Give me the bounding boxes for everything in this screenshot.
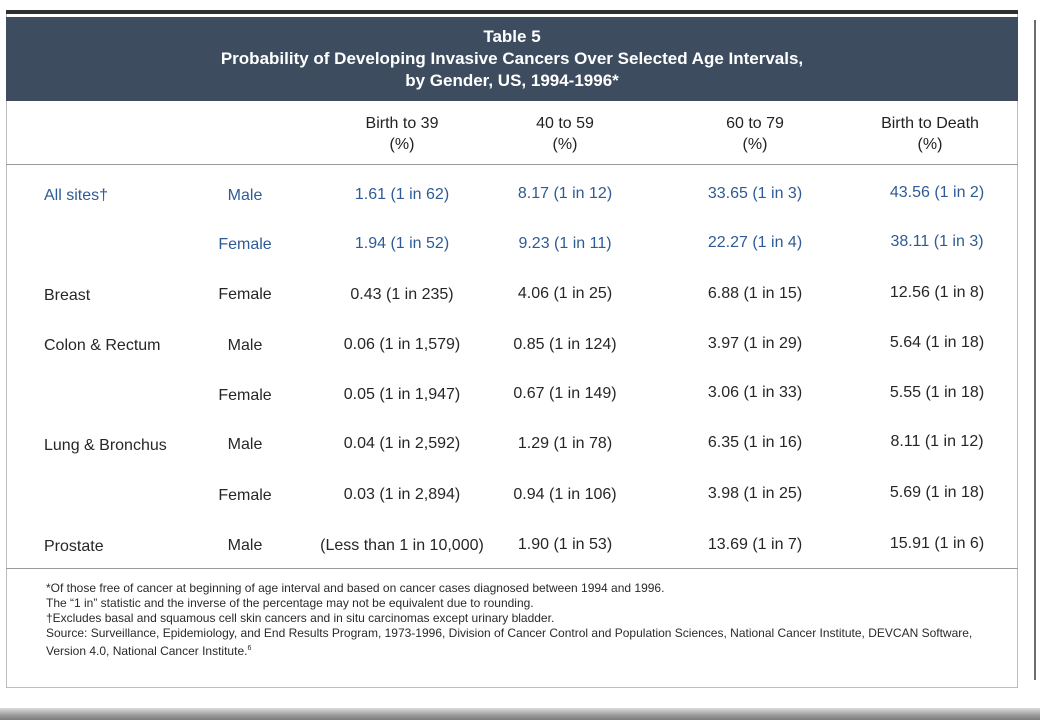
table-cell: 0.43 (1 in 235) [350, 286, 454, 303]
column-header-label: Birth to Death [881, 115, 979, 132]
table-cell: 0.05 (1 in 1,947) [343, 386, 461, 403]
top-rule [6, 10, 1018, 14]
table-frame [6, 14, 1018, 688]
table-cell: 4.06 (1 in 25) [517, 285, 613, 302]
footnotes: *Of those free of cancer at beginning of… [46, 581, 1006, 659]
gender-label: Male [227, 436, 263, 453]
table-cell: 6.35 (1 in 16) [707, 434, 803, 451]
site-label: Prostate [44, 538, 104, 555]
column-header-60-to-79: 60 to 79 (%) [665, 113, 845, 155]
table-cell: 13.69 (1 in 7) [707, 536, 803, 553]
gender-label: Female [218, 387, 272, 404]
table-cell: 12.56 (1 in 8) [889, 284, 985, 301]
site-label: Breast [44, 287, 91, 304]
table-cell: 33.65 (1 in 3) [707, 185, 803, 202]
table-cell: (Less than 1 in 10,000) [320, 537, 484, 554]
footnote-reference-number: 6 [247, 645, 252, 652]
table-cell: 1.90 (1 in 53) [517, 536, 613, 553]
table-cell: 0.85 (1 in 124) [513, 336, 617, 353]
table-cell: 0.04 (1 in 2,592) [343, 435, 461, 452]
gender-label: Male [227, 537, 263, 554]
table-cell: 0.06 (1 in 1,579) [343, 336, 461, 353]
table-cell: 0.03 (1 in 2,894) [343, 486, 461, 503]
column-header-birth-to-39: Birth to 39 (%) [307, 113, 497, 155]
right-rule [1034, 20, 1036, 680]
site-label: Lung & Bronchus [44, 437, 167, 454]
gender-label: Male [227, 337, 263, 354]
footnote-rounding: The “1 in” statistic and the inverse of … [46, 596, 534, 610]
table-cell: 3.06 (1 in 33) [707, 384, 803, 401]
table-cell: 0.67 (1 in 149) [513, 385, 617, 402]
footnote-source-cont: Version 4.0, National Cancer Institute.6 [46, 641, 1006, 659]
column-header-40-to-59: 40 to 59 (%) [475, 113, 655, 155]
table-cell: 8.17 (1 in 12) [517, 185, 613, 202]
table-cell: 38.11 (1 in 3) [890, 233, 984, 250]
column-header-label: 40 to 59 [536, 115, 594, 132]
footer-divider [6, 568, 1018, 569]
table-cell: 22.27 (1 in 4) [707, 234, 803, 251]
table-cell: 3.97 (1 in 29) [707, 335, 803, 352]
header-divider [6, 164, 1018, 165]
table-cell: 15.91 (1 in 6) [889, 535, 985, 552]
site-label: Colon & Rectum [44, 337, 161, 354]
table-cell: 9.23 (1 in 11) [518, 235, 612, 252]
table-cell: 43.56 (1 in 2) [889, 184, 985, 201]
table-number: Table 5 [483, 27, 541, 46]
site-label: All sites† [44, 187, 109, 204]
footnote-dagger: †Excludes basal and squamous cell skin c… [46, 611, 555, 625]
column-header-label: 60 to 79 [726, 115, 784, 132]
footnote-source: Source: Surveillance, Epidemiology, and … [46, 626, 973, 640]
table-cell: 6.88 (1 in 15) [707, 285, 803, 302]
column-header-unit: (%) [917, 136, 943, 153]
table-title: Probability of Developing Invasive Cance… [220, 49, 804, 68]
table-cell: 8.11 (1 in 12) [890, 433, 984, 450]
table-cell: 1.94 (1 in 52) [354, 235, 450, 252]
table-cell: 1.29 (1 in 78) [517, 435, 613, 452]
table-cell: 1.61 (1 in 62) [354, 186, 450, 203]
gender-label: Male [227, 187, 263, 204]
table-cell: 3.98 (1 in 25) [707, 485, 803, 502]
column-header-birth-to-death: Birth to Death (%) [840, 113, 1020, 155]
table-cell: 5.64 (1 in 18) [889, 334, 985, 351]
gender-label: Female [218, 487, 272, 504]
column-header-unit: (%) [552, 136, 578, 153]
column-header-label: Birth to 39 [365, 115, 439, 132]
table-cell: 5.69 (1 in 18) [889, 484, 985, 501]
column-header-unit: (%) [389, 136, 415, 153]
column-header-unit: (%) [742, 136, 768, 153]
table-subtitle: by Gender, US, 1994-1996* [405, 71, 619, 90]
title-banner: Table 5 Probability of Developing Invasi… [6, 17, 1018, 101]
footnote-source-tail: Version 4.0, National Cancer Institute. [46, 644, 248, 658]
page-edge-shadow [0, 708, 1040, 720]
table-cell: 0.94 (1 in 106) [513, 486, 617, 503]
footnote-asterisk: *Of those free of cancer at beginning of… [46, 581, 665, 595]
gender-label: Female [218, 286, 272, 303]
table-cell: 5.55 (1 in 18) [889, 384, 985, 401]
gender-label: Female [218, 236, 272, 253]
